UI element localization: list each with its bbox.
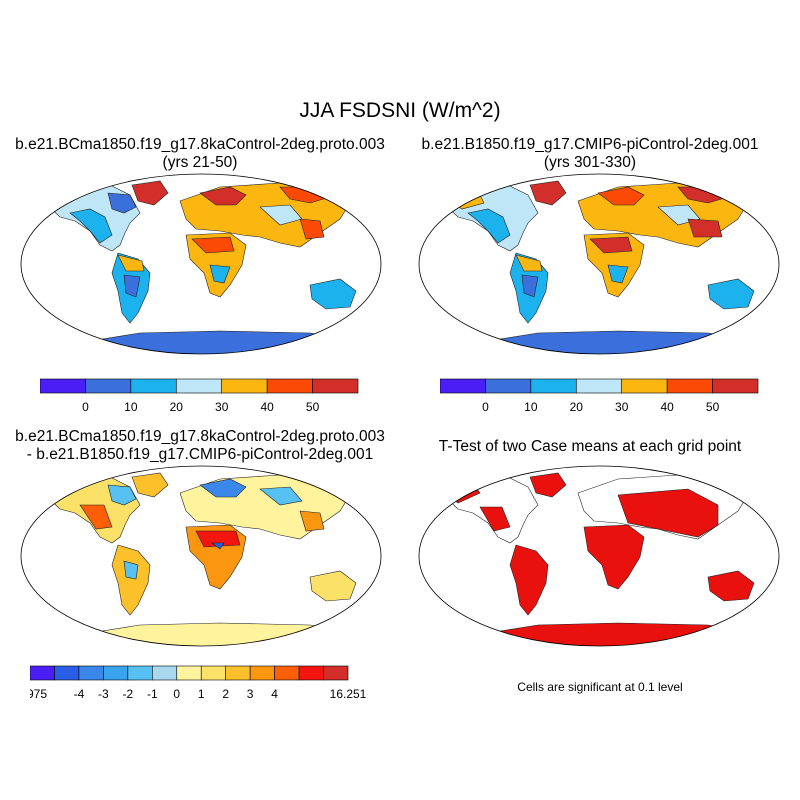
colorbar-label: 10 [524,400,538,414]
map-case1 [20,173,382,355]
panel-title-line1: b.e21.BCma1850.f19_g17.8kaControl-2deg.p… [15,136,385,153]
colorbar-label: 20 [570,400,584,414]
colorbar-swatch [40,378,86,394]
colorbar-swatch [440,378,486,394]
colorbar-swatch [666,378,713,394]
land-greenland [131,180,169,206]
colorbar-label: -4 [74,687,85,701]
panel-title-line2: (yrs 21-50) [162,154,238,171]
colorbar-label: -2 [123,687,134,701]
panel-title-difference: b.e21.BCma1850.f19_g17.8kaControl-2deg.p… [0,428,400,464]
panel-title-line2: - b.e21.B1850.f19_g17.CMIP6-piControl-2d… [26,446,374,463]
colorbar-label: 40 [260,400,274,414]
colorbar-swatch [176,665,202,681]
colorbar-label: 4 [271,687,278,701]
colorbar-label: 16.251 [330,687,367,701]
colorbar-swatch [200,665,226,681]
colorbar-label: 20 [170,400,184,414]
colorbar-swatch [225,665,251,681]
colorbar-swatch [152,665,178,681]
colorbar-swatch [249,665,275,681]
colorbar-label: 10 [124,400,138,414]
figure-title: JJA FSDSNI (W/m^2) [299,99,501,122]
colorbar-swatch [485,378,532,394]
colorbar-swatch [575,378,623,394]
map-significance [418,465,780,647]
colorbar-swatch [323,665,349,681]
colorbar-label: 0 [173,687,180,701]
colorbar-difference: -7.975 -4 -3 -2 -1 0 1 2 3 4 16.251 [30,665,367,701]
colorbar-swatch [312,378,359,394]
colorbar-swatch [221,378,268,394]
land-antarctica [89,330,361,354]
colorbar-swatch [621,378,668,394]
colorbar-swatch [530,378,577,394]
colorbar-abs-case2: 0 10 20 30 40 50 [440,378,759,414]
colorbar-swatch [175,378,223,394]
colorbar-swatch [54,665,80,681]
colorbar-swatch [30,665,55,681]
colorbar-swatch [298,665,324,681]
colorbar-label: 30 [215,400,229,414]
colorbar-label: -3 [98,687,109,701]
colorbar-label: -7.975 [30,687,47,701]
panel-title-line1: b.e21.BCma1850.f19_g17.8kaControl-2deg.p… [15,428,385,445]
panel-title-case1: b.e21.BCma1850.f19_g17.8kaControl-2deg.p… [0,136,400,172]
colorbar-swatch [266,378,313,394]
colorbar-label: 50 [306,400,320,414]
colorbar-label: 0 [82,400,89,414]
colorbar-swatch [274,665,300,681]
colorbar-label: 3 [247,687,254,701]
colorbar-label: -1 [147,687,158,701]
colorbar-swatch [712,378,759,394]
panel-title-line2: (yrs 301-330) [543,154,637,171]
colorbar-swatch [130,378,177,394]
colorbar-label: 40 [660,400,674,414]
land-australia [309,278,357,310]
colorbar-swatch [85,378,132,394]
colorbar-label: 2 [222,687,229,701]
panel-title-line1: b.e21.B1850.f19_g17.CMIP6-piControl-2deg… [421,136,759,153]
colorbar-label: 1 [198,687,205,701]
colorbar-label: 0 [482,400,489,414]
colorbar-swatch [127,665,153,681]
panel-title-ttest: T-Test of two Case means at each grid po… [438,438,742,455]
colorbar-label: 50 [706,400,720,414]
colorbar-swatch [103,665,129,681]
colorbar-swatch [78,665,104,681]
map-difference [20,465,382,647]
colorbar-label: 30 [615,400,629,414]
map-case2 [418,173,780,355]
colorbar-abs-case1: 0 10 20 30 40 50 [40,378,359,414]
significance-note: Cells are significant at 0.1 level [517,680,683,694]
panel-title-case2: b.e21.B1850.f19_g17.CMIP6-piControl-2deg… [390,136,790,172]
